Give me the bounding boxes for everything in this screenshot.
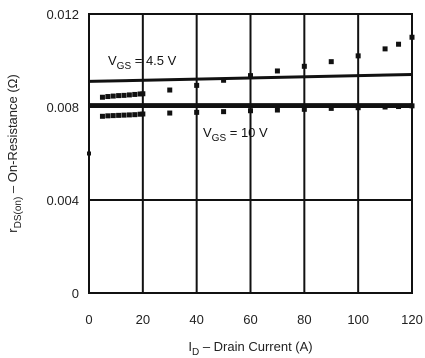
data-point	[99, 94, 105, 100]
x-axis-label: ID – Drain Current (A)	[188, 339, 312, 358]
data-point	[116, 112, 122, 118]
plot-frame	[88, 13, 413, 294]
data-point	[328, 59, 334, 65]
y-axis-label: rDS(on) – On-Resistance (Ω)	[5, 74, 24, 232]
x-tick-label: 20	[136, 312, 150, 327]
data-point	[194, 82, 200, 88]
data-point	[301, 63, 307, 69]
data-point	[132, 91, 138, 97]
x-tick-label: 80	[297, 312, 311, 327]
data-point	[355, 53, 361, 59]
y-tick-label: 0.004	[46, 193, 79, 208]
data-point	[99, 113, 105, 119]
y-tick-labels: 0 0.004 0.008 0.012	[46, 7, 79, 301]
data-point	[274, 68, 280, 74]
data-point	[121, 112, 127, 118]
data-point	[126, 112, 132, 118]
data-point	[355, 105, 361, 111]
grid-lines	[89, 14, 412, 293]
data-point	[140, 111, 146, 117]
data-point	[137, 91, 143, 97]
data-point	[274, 107, 280, 113]
data-point	[248, 108, 253, 114]
data-point	[396, 41, 402, 47]
x-tick-labels: 0 20 40 60 80 100 120	[85, 312, 422, 327]
data-point	[221, 109, 227, 115]
series-label-vgs-4-5: VGS = 4.5 V	[108, 53, 177, 72]
data-point	[140, 91, 146, 97]
x-tick-label: 100	[347, 312, 369, 327]
data-point	[301, 106, 307, 112]
data-point	[132, 112, 138, 118]
data-point	[382, 46, 388, 52]
series-label-vgs-10: VGS = 10 V	[203, 125, 268, 144]
series-annotations: VGS = 4.5 V VGS = 10 V	[108, 53, 268, 144]
y-tick-label: 0.012	[46, 7, 79, 22]
x-tick-label: 120	[401, 312, 423, 327]
y-tick-label: 0.008	[46, 100, 79, 115]
data-markers	[87, 34, 415, 156]
data-point	[137, 111, 143, 117]
data-point	[105, 113, 111, 119]
data-point	[105, 94, 111, 100]
data-point	[126, 92, 132, 98]
data-point	[121, 92, 127, 98]
data-point	[382, 104, 388, 110]
y-tick-label: 0	[72, 286, 79, 301]
data-point	[110, 93, 116, 99]
data-point	[328, 105, 334, 111]
data-point	[167, 110, 173, 116]
data-point	[167, 87, 173, 93]
data-point	[194, 109, 200, 115]
x-tick-label: 60	[243, 312, 257, 327]
data-point	[248, 73, 253, 79]
data-point	[110, 113, 116, 119]
data-point	[116, 93, 122, 99]
data-point	[221, 77, 227, 83]
x-tick-label: 0	[85, 312, 92, 327]
x-tick-label: 40	[189, 312, 203, 327]
data-point	[396, 104, 402, 110]
